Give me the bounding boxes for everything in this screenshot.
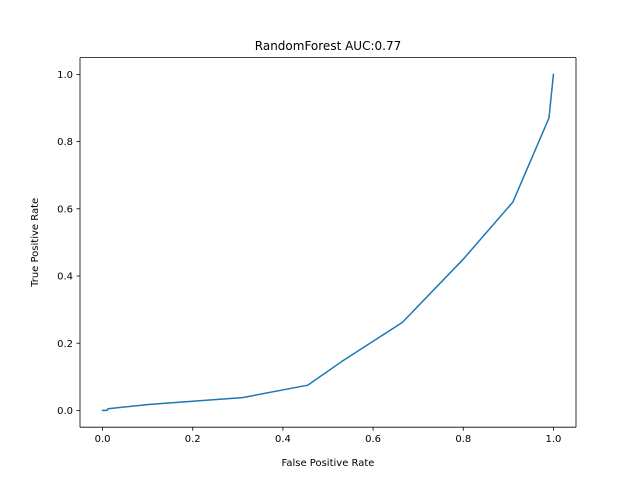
- chart-title: RandomForest AUC:0.77: [255, 39, 401, 53]
- x-axis-ticks: 0.0 0.2 0.4 0.6 0.8 1.0: [95, 427, 562, 445]
- x-tick-label: 0.6: [365, 434, 381, 445]
- y-tick-label: 0.2: [57, 339, 73, 350]
- axes-frame: [79, 57, 577, 428]
- x-tick-label: 0.2: [185, 434, 201, 445]
- roc-curve-line: [101, 73, 555, 412]
- x-tick-label: 0.8: [455, 434, 471, 445]
- y-tick-label: 0.6: [57, 204, 73, 215]
- plot-area: [80, 57, 576, 428]
- y-tick-label: 1.0: [57, 70, 73, 81]
- y-tick-label: 0.8: [57, 137, 73, 148]
- x-tick-label: 0.0: [95, 434, 111, 445]
- series-layer: [101, 73, 555, 412]
- x-tick-label: 1.0: [546, 434, 562, 445]
- y-axis-label: True Positive Rate: [30, 198, 41, 288]
- x-axis-label: False Positive Rate: [282, 458, 375, 469]
- y-tick-label: 0.0: [57, 406, 73, 417]
- x-tick-label: 0.4: [275, 434, 291, 445]
- y-tick-label: 0.4: [57, 272, 73, 283]
- y-axis-ticks: 0.0 0.2 0.4 0.6 0.8 1.0: [57, 70, 80, 417]
